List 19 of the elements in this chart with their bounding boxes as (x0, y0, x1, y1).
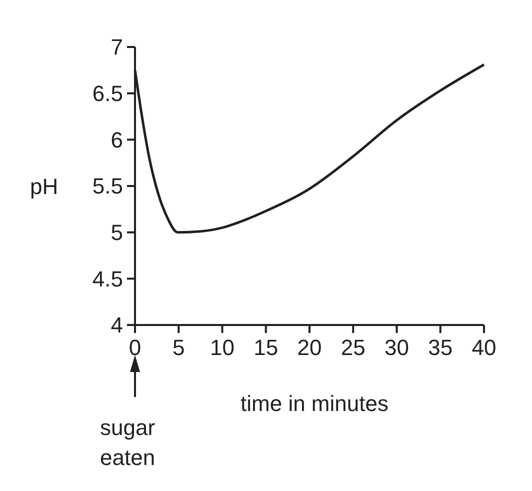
y-tick-label: 5.5 (92, 174, 123, 199)
y-tick-label: 6.5 (92, 81, 123, 106)
x-tick-label: 10 (210, 335, 234, 360)
y-tick-label: 6 (110, 127, 123, 152)
y-axis-title: pH (30, 174, 58, 199)
x-tick-label: 40 (472, 335, 496, 360)
x-tick-label: 5 (172, 335, 185, 360)
y-tick-label: 5 (110, 220, 123, 246)
x-axis-title: time in minutes (240, 391, 388, 416)
x-tick-label: 20 (297, 335, 322, 360)
x-tick-label: 25 (340, 335, 366, 360)
x-tick-label: 30 (384, 335, 409, 360)
y-tick-label: 4.5 (92, 266, 123, 292)
y-tick-label: 4 (110, 312, 123, 338)
y-tick-label: 7 (110, 34, 123, 60)
text: sugar eaten (100, 415, 156, 470)
x-tick-label: 0 (128, 335, 142, 360)
x-tick-label: 15 (254, 335, 278, 360)
x-tick-label: 35 (428, 335, 453, 360)
